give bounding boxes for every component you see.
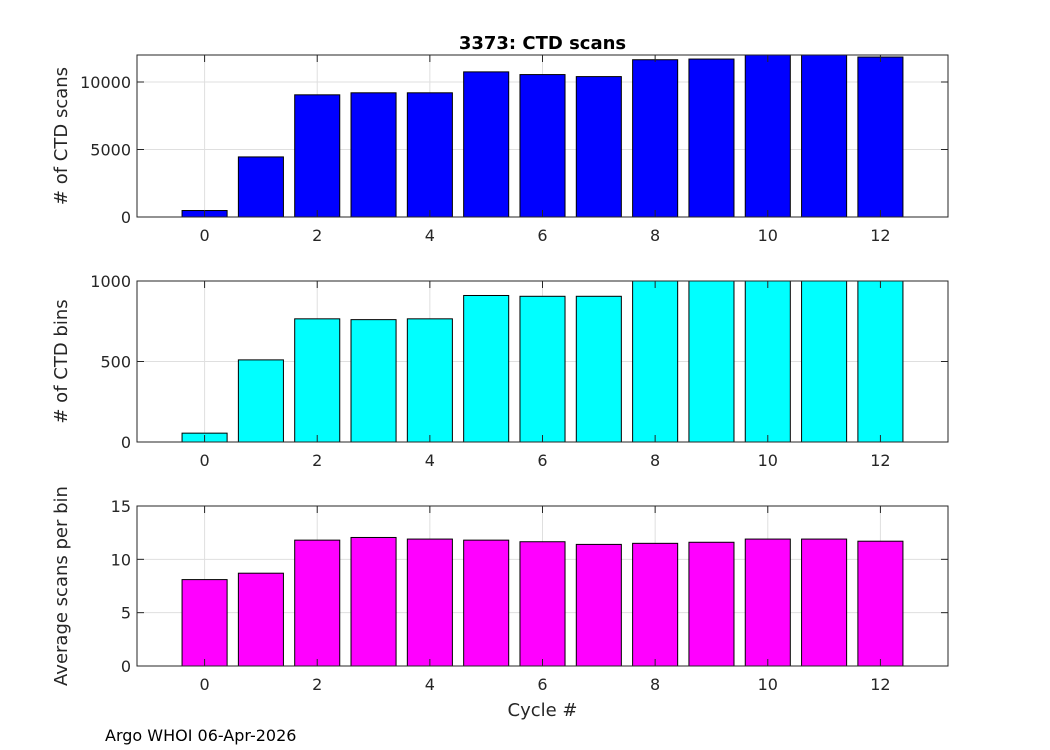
bar bbox=[237, 572, 284, 667]
x-tick-label: 4 bbox=[425, 451, 435, 470]
x-tick-label: 8 bbox=[650, 226, 660, 245]
subplot-1: 0 2 4 6 8 10 12 0 5000 10000 # of CTD scans 3373: C… bbox=[51, 33, 949, 245]
x-tick-label: 8 bbox=[650, 451, 660, 470]
x-tick-label: 2 bbox=[312, 226, 322, 245]
bar bbox=[294, 94, 341, 218]
bar bbox=[294, 318, 341, 443]
y-tick-label: 500 bbox=[100, 353, 131, 372]
x-tick-label: 0 bbox=[199, 675, 209, 694]
bar bbox=[801, 54, 848, 218]
bar bbox=[688, 58, 735, 218]
x-tick-label: 10 bbox=[758, 226, 778, 245]
bar bbox=[688, 541, 735, 667]
x-tick-label: 2 bbox=[312, 451, 322, 470]
footer-credit: Argo WHOI 06-Apr-2026 bbox=[105, 726, 297, 745]
bar bbox=[801, 280, 848, 443]
x-axis-label: Cycle # bbox=[508, 700, 578, 721]
x-tick-label: 10 bbox=[758, 675, 778, 694]
bar bbox=[519, 541, 566, 667]
bar bbox=[857, 56, 904, 218]
bar bbox=[294, 539, 341, 667]
bar bbox=[519, 74, 566, 218]
bar bbox=[463, 294, 510, 443]
y-tick-label: 5000 bbox=[90, 141, 131, 160]
bar bbox=[406, 92, 453, 218]
y-axis-label: Average scans per bin bbox=[51, 486, 72, 686]
bar bbox=[237, 156, 284, 218]
x-tick-label: 2 bbox=[312, 675, 322, 694]
x-tick-label: 10 bbox=[758, 451, 778, 470]
chart-title: 3373: CTD scans bbox=[459, 33, 626, 54]
y-tick-label: 15 bbox=[111, 497, 131, 516]
bar bbox=[575, 543, 622, 667]
bar bbox=[406, 538, 453, 667]
x-tick-label: 4 bbox=[425, 226, 435, 245]
x-tick-label: 12 bbox=[870, 675, 890, 694]
x-tick-label: 6 bbox=[537, 451, 547, 470]
bar bbox=[744, 538, 791, 667]
x-tick-label: 0 bbox=[199, 226, 209, 245]
bar bbox=[181, 579, 228, 667]
bar bbox=[463, 539, 510, 667]
y-tick-label: 5 bbox=[121, 604, 131, 623]
y-tick-label: 0 bbox=[121, 433, 131, 452]
bar bbox=[350, 536, 397, 667]
x-tick-label: 4 bbox=[425, 675, 435, 694]
subplot-2: 0 2 4 6 8 10 12 0 500 1000 # of CTD bins bbox=[51, 272, 949, 470]
x-tick-label: 6 bbox=[537, 226, 547, 245]
x-tick-label: 8 bbox=[650, 675, 660, 694]
x-tick-label: 6 bbox=[537, 675, 547, 694]
y-axis-label: # of CTD bins bbox=[51, 299, 72, 423]
bar bbox=[801, 538, 848, 667]
bar bbox=[744, 280, 791, 443]
y-tick-label: 0 bbox=[121, 208, 131, 227]
bar bbox=[857, 280, 904, 443]
y-axis-label: # of CTD scans bbox=[51, 67, 72, 205]
x-tick-label: 12 bbox=[870, 226, 890, 245]
y-tick-label: 10000 bbox=[80, 73, 131, 92]
y-tick-label: 1000 bbox=[90, 272, 131, 291]
bar bbox=[632, 280, 679, 443]
bar bbox=[463, 71, 510, 218]
bar bbox=[632, 59, 679, 218]
bar bbox=[857, 540, 904, 667]
x-tick-label: 12 bbox=[870, 451, 890, 470]
bar bbox=[575, 76, 622, 218]
x-tick-label: 0 bbox=[199, 451, 209, 470]
bar bbox=[406, 318, 453, 443]
bar bbox=[237, 359, 284, 443]
bar bbox=[688, 280, 735, 443]
y-tick-label: 0 bbox=[121, 657, 131, 676]
bar bbox=[350, 319, 397, 443]
bar bbox=[519, 295, 566, 443]
bar bbox=[575, 295, 622, 443]
bar bbox=[744, 54, 791, 218]
bar bbox=[350, 92, 397, 218]
subplot-3: 0 2 4 6 8 10 12 0 5 10 15 Average scans per bin Cycl… bbox=[51, 486, 949, 721]
y-tick-label: 10 bbox=[111, 550, 131, 569]
bar bbox=[632, 542, 679, 667]
